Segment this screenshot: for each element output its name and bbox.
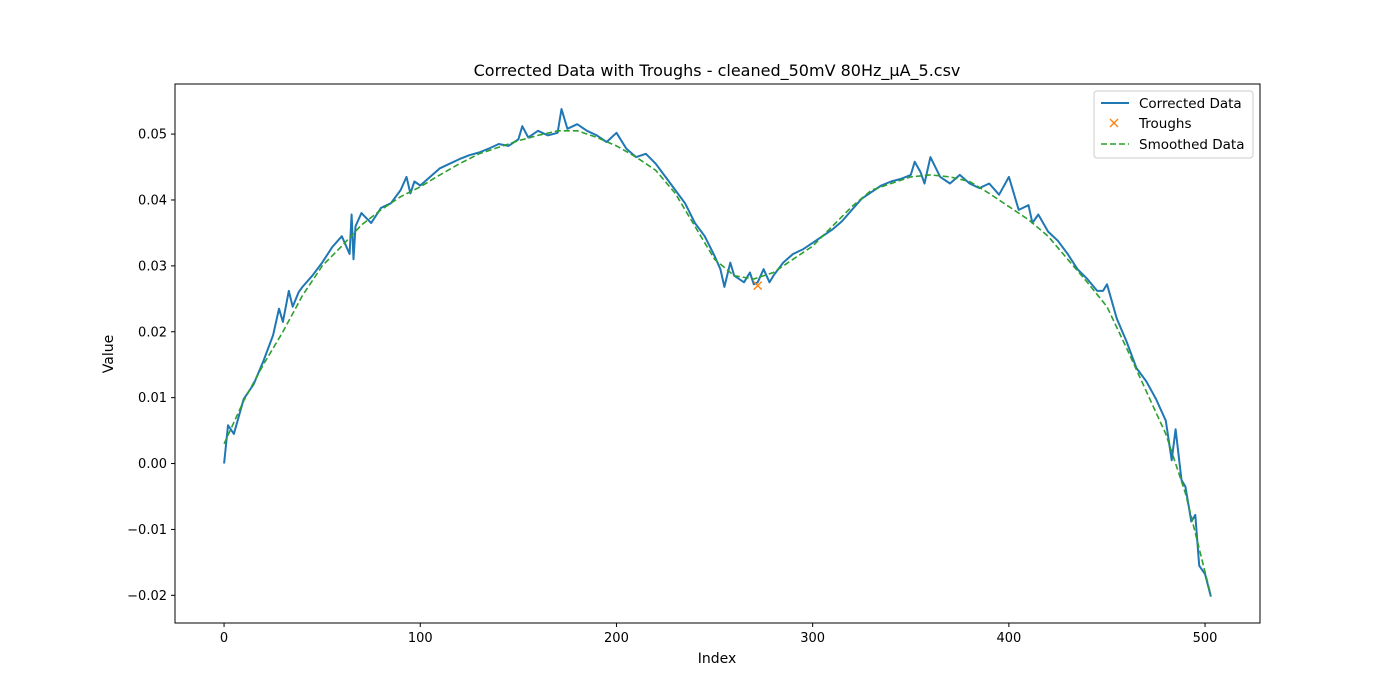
y-tick-label: −0.01 <box>127 523 167 538</box>
x-tick-label: 0 <box>220 631 228 646</box>
series-line-smoothed-data <box>223 130 1212 596</box>
x-tick-label: 500 <box>1193 631 1218 646</box>
y-tick-label: 0.01 <box>138 391 167 406</box>
legend-label-troughs: Troughs <box>1138 116 1192 132</box>
chart-title: Corrected Data with Troughs - cleaned_50… <box>474 61 961 81</box>
series-line-corrected-data <box>223 108 1212 597</box>
x-tick-label: 100 <box>408 631 433 646</box>
y-tick-label: 0.02 <box>138 325 167 340</box>
y-axis: −0.02 −0.01 0.00 0.01 0.02 0.03 0.04 0.05 <box>127 128 175 604</box>
legend-label-smoothed: Smoothed Data <box>1139 137 1245 153</box>
x-tick-label: 400 <box>996 631 1021 646</box>
x-tick-label: 200 <box>604 631 629 646</box>
trough-marker <box>753 281 763 291</box>
y-tick-label: 0.00 <box>138 457 167 472</box>
y-tick-label: 0.04 <box>138 193 167 208</box>
plot-frame <box>174 83 1261 624</box>
y-axis-label: Value <box>101 335 117 373</box>
x-tick-label: 300 <box>800 631 825 646</box>
legend-box <box>1093 90 1254 159</box>
y-tick-label: 0.05 <box>138 128 167 143</box>
legend: Corrected Data Troughs Smoothed Data <box>1093 90 1254 159</box>
x-axis: 0 100 200 300 400 500 <box>220 623 1218 646</box>
legend-swatch-troughs <box>1109 118 1119 128</box>
plot-area <box>223 108 1212 597</box>
x-axis-label: Index <box>698 651 737 667</box>
y-tick-label: −0.02 <box>127 589 167 604</box>
y-tick-label: 0.03 <box>138 259 167 274</box>
legend-label-corrected: Corrected Data <box>1139 96 1242 112</box>
